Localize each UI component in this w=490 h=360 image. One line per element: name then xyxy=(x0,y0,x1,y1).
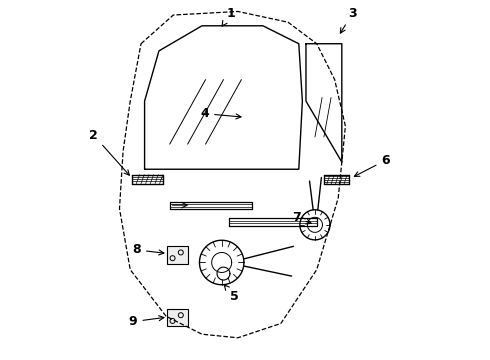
Text: 8: 8 xyxy=(132,243,164,256)
Text: 9: 9 xyxy=(129,315,164,328)
Text: 1: 1 xyxy=(222,7,235,26)
Text: 6: 6 xyxy=(354,154,390,176)
FancyBboxPatch shape xyxy=(167,246,188,264)
Text: 5: 5 xyxy=(224,285,239,303)
Text: 3: 3 xyxy=(341,7,357,33)
Text: 2: 2 xyxy=(89,129,129,175)
Text: 7: 7 xyxy=(292,211,311,224)
Text: 4: 4 xyxy=(200,107,241,120)
FancyBboxPatch shape xyxy=(167,309,188,326)
